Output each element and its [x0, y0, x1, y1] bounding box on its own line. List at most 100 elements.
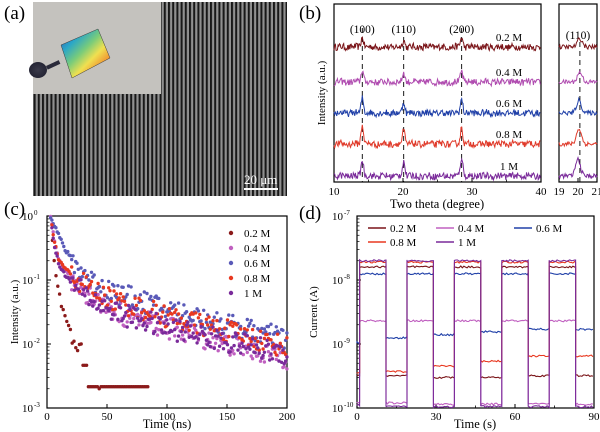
c-legend-label: 0.4 M: [244, 243, 271, 255]
c-data-point: [228, 350, 232, 354]
c-data-point: [84, 363, 89, 367]
c-data-point: [262, 336, 267, 341]
c-data-point: [198, 312, 202, 317]
d-xlabel: Time (s): [454, 417, 496, 431]
c-data-point: [258, 329, 263, 333]
c-data-point: [109, 299, 114, 303]
c-data-point: [74, 346, 78, 350]
c-data-point: [62, 270, 66, 274]
c-data-point: [54, 251, 58, 255]
c-data-point: [221, 337, 226, 342]
c-data-point: [250, 357, 255, 361]
c-data-point: [254, 343, 259, 347]
c-data-point: [99, 290, 103, 294]
c-data-point: [51, 236, 55, 240]
c-data-point: [216, 349, 220, 353]
c-data-point: [225, 318, 230, 322]
c-data-point: [206, 323, 210, 327]
c-ytick-label: 10: [22, 403, 34, 415]
c-data-point: [125, 325, 129, 329]
c-data-point: [277, 359, 281, 363]
c-data-point: [89, 279, 94, 284]
c-data-point: [74, 283, 78, 288]
b-zoom-plot: (110) 19 20 21: [554, 30, 600, 198]
c-data-point: [173, 303, 177, 307]
c-data-point: [56, 231, 61, 236]
c-data-point: [87, 278, 91, 282]
c-data-point: [130, 303, 135, 307]
c-data-point: [184, 310, 189, 314]
c-data-point: [72, 280, 77, 285]
d-xtick-label: 0: [354, 411, 360, 423]
c-legend-marker: [228, 245, 234, 251]
c-data-point: [109, 317, 114, 321]
c-data-point: [260, 356, 264, 360]
c-data-point: [116, 317, 120, 321]
c-data-point: [252, 324, 256, 328]
d-ytick-exp: -9: [344, 337, 350, 345]
c-data-point: [262, 360, 267, 364]
c-data-point: [151, 303, 156, 307]
c-data-point: [228, 353, 232, 357]
c-data-point: [126, 314, 131, 318]
b-series-trace: [333, 69, 541, 88]
d-ytick-label: 10: [332, 211, 344, 223]
c-data-point: [184, 323, 189, 327]
c-data-point: [79, 278, 83, 282]
c-data-point: [231, 324, 235, 328]
c-data-point: [203, 326, 207, 331]
c-data-point: [80, 292, 85, 296]
c-data-point: [245, 334, 249, 338]
c-data-point: [142, 290, 146, 294]
c-data-point: [134, 303, 139, 308]
c-data-point: [120, 299, 124, 303]
c-data-point: [215, 318, 219, 323]
c-data-point: [258, 359, 263, 363]
c-data-point: [166, 322, 170, 326]
c-data-point: [97, 303, 102, 307]
c-data-point: [149, 294, 153, 299]
c-xtick-label: 200: [279, 411, 296, 423]
c-data-point: [65, 319, 69, 324]
c-data-point: [163, 331, 168, 335]
c-data-point: [187, 335, 191, 339]
c-data-point: [241, 344, 245, 349]
c-data-point: [142, 309, 146, 313]
c-data-point: [252, 344, 256, 349]
d-legend-label: 0.4 M: [458, 223, 485, 235]
c-ytick-exp: -1: [34, 273, 40, 281]
c-data-point: [248, 321, 252, 326]
c-data-point: [146, 385, 150, 389]
c-data-point: [250, 327, 255, 332]
c-data-point: [66, 323, 71, 328]
c-data-point: [138, 293, 143, 297]
c-data-point: [150, 316, 154, 321]
d-ytick-label: 10: [332, 339, 344, 351]
c-data-point: [59, 237, 63, 241]
c-data-point: [231, 335, 235, 339]
c-data-point: [249, 354, 253, 358]
c-data-point: [169, 301, 173, 305]
panel-a: 20 μm (a): [4, 2, 287, 196]
c-data-point: [67, 277, 71, 281]
c-data-point: [76, 267, 81, 271]
c-data-point: [124, 295, 128, 299]
c-data-point: [157, 296, 161, 301]
c-data-point: [145, 291, 149, 296]
c-data-point: [270, 357, 275, 361]
c-data-point: [150, 307, 154, 312]
c-data-point: [81, 287, 86, 292]
c-data-point: [265, 338, 269, 343]
c-data-point: [84, 275, 88, 279]
c-data-point: [100, 299, 104, 303]
c-data-point: [128, 307, 132, 312]
c-ytick-exp: -2: [34, 337, 40, 345]
c-data-point: [273, 330, 277, 335]
c-data-point: [211, 325, 215, 329]
c-data-point: [52, 258, 56, 263]
c-legend-label: 0.2 M: [244, 228, 271, 240]
c-data-point: [93, 293, 98, 297]
c-data-point: [278, 341, 282, 345]
c-data-point: [261, 353, 265, 358]
